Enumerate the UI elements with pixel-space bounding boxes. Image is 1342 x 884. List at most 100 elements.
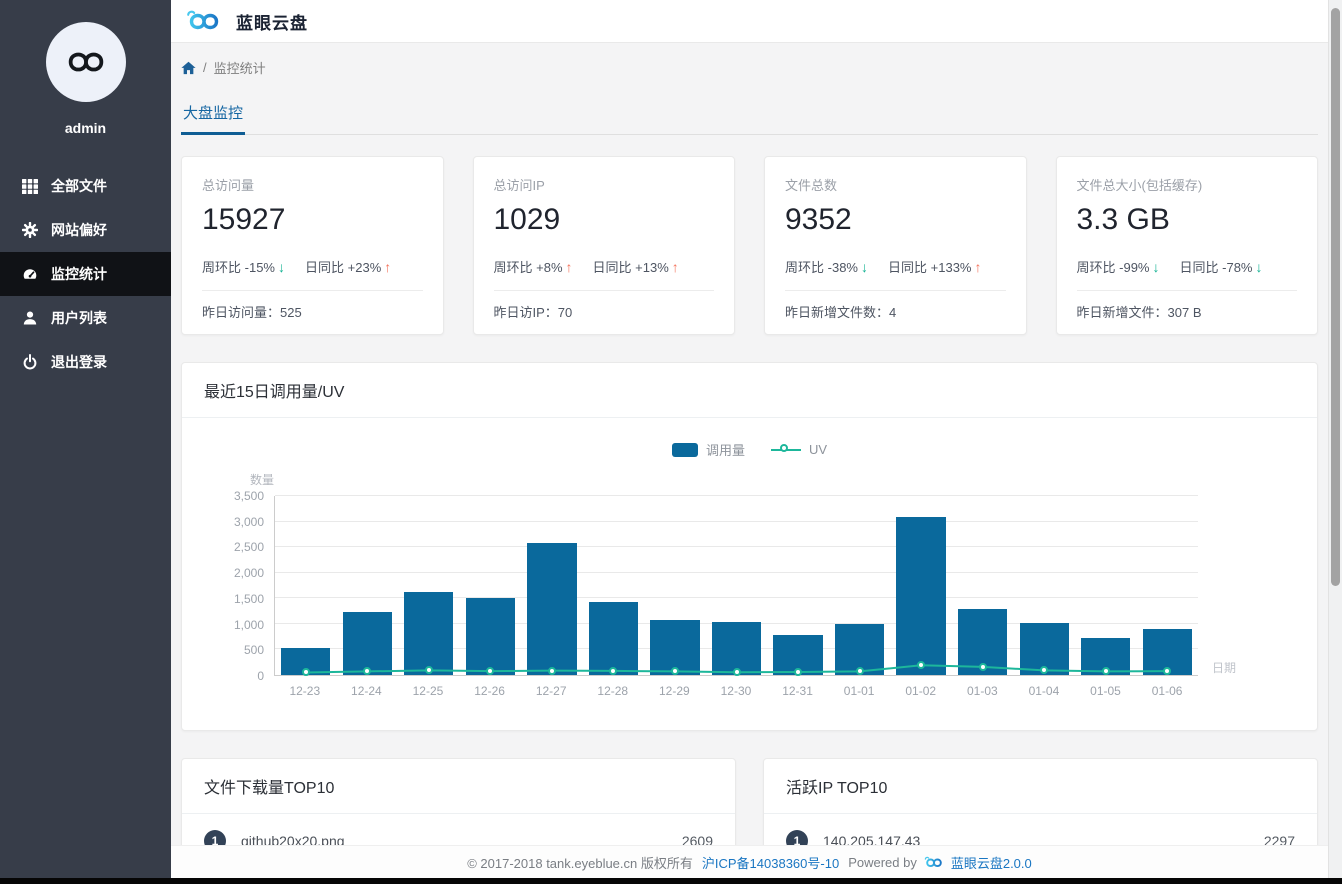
breadcrumb-separator: / bbox=[203, 60, 207, 75]
tabbar: 大盘监控 bbox=[181, 102, 1318, 135]
sidebar-item-label: 监控统计 bbox=[51, 266, 107, 282]
wow-trend: 周环比 -15% ↓ bbox=[202, 259, 285, 275]
vertical-scrollbar[interactable] bbox=[1328, 0, 1342, 878]
icp-link[interactable]: 沪ICP备14038360号-10 bbox=[701, 855, 840, 871]
legend-bar-series[interactable]: 调用量 bbox=[671, 440, 745, 459]
chart-plot bbox=[274, 495, 1198, 677]
window-bottom-edge bbox=[0, 878, 1342, 884]
x-tick: 01-05 bbox=[1090, 684, 1121, 698]
x-tick: 12-25 bbox=[412, 684, 444, 698]
x-tick: 12-24 bbox=[351, 684, 382, 698]
x-tick: 01-02 bbox=[905, 684, 937, 698]
trend-arrow-icon: ↑ bbox=[565, 259, 573, 275]
sidebar-item-user-list[interactable]: 用户列表 bbox=[0, 296, 171, 340]
product-link[interactable]: 蓝眼云盘2.0.0 bbox=[950, 855, 1032, 871]
chart-title: 最近15日调用量/UV bbox=[182, 363, 1317, 418]
uv-point bbox=[855, 667, 864, 676]
footer-logo-icon bbox=[924, 856, 942, 867]
dashboard-icon bbox=[22, 266, 38, 282]
uv-point bbox=[547, 666, 556, 675]
trend-arrow-icon: ↓ bbox=[1152, 259, 1160, 275]
trend-arrow-icon: ↑ bbox=[974, 259, 982, 275]
bar-12-30 bbox=[711, 621, 762, 675]
uv-point bbox=[301, 668, 310, 677]
power-icon bbox=[22, 354, 38, 370]
x-tick: 12-30 bbox=[720, 684, 752, 698]
page-footer: © 2017-2018 tank.eyeblue.cn 版权所有 沪ICP备14… bbox=[171, 845, 1328, 878]
x-tick: 12-31 bbox=[782, 684, 813, 698]
stat-footer: 昨日访问量：525 bbox=[202, 305, 302, 320]
trend-arrow-icon: ↓ bbox=[278, 259, 285, 275]
uv-point bbox=[424, 666, 433, 675]
x-tick: 01-03 bbox=[966, 684, 998, 698]
stat-footer: 昨日新增文件：307 B bbox=[1076, 305, 1202, 320]
uv-point bbox=[486, 667, 495, 676]
bar-12-29 bbox=[650, 620, 700, 675]
stat-label: 总访问量 bbox=[202, 178, 255, 193]
yoy-trend: 日同比 +13% ↑ bbox=[592, 259, 679, 275]
top-header: 蓝眼云盘 bbox=[171, 0, 1328, 43]
app-title: 蓝眼云盘 bbox=[236, 13, 308, 33]
divider bbox=[1076, 290, 1297, 291]
sidebar: admin 全部文件 bbox=[0, 0, 171, 878]
sidebar-item-label: 用户列表 bbox=[51, 310, 107, 326]
active-ips-title: 活跃IP TOP10 bbox=[764, 759, 1317, 814]
x-tick: 01-06 bbox=[1151, 684, 1183, 698]
x-axis-name: 日期 bbox=[1212, 661, 1237, 675]
stat-value: 1029 bbox=[493, 203, 561, 236]
chart-x-labels: 12-23 12-24 12-25 12-26 12-27 12-28 12-29 12-30… bbox=[274, 684, 1198, 698]
trend-arrow-icon: ↓ bbox=[861, 259, 868, 275]
stat-label: 总访问IP bbox=[493, 178, 545, 193]
stat-card-total-ips: 总访问IP 1029 周环比 +8% ↑ 日同比 +13% ↑ 昨日访IP：70 bbox=[472, 156, 735, 335]
avatar[interactable] bbox=[45, 22, 126, 102]
sidebar-item-all-files[interactable]: 全部文件 bbox=[0, 164, 171, 208]
divider bbox=[493, 290, 714, 291]
wow-trend: 周环比 +8% ↑ bbox=[493, 259, 573, 275]
sidebar-menu: 全部文件 网站偏好 bbox=[0, 164, 171, 384]
chart-panel: 最近15日调用量/UV 调用量 UV 数量 0 500 1,000 1,500 2,00… bbox=[181, 362, 1318, 731]
legend-line-series[interactable]: UV bbox=[770, 442, 827, 457]
breadcrumb-current: 监控统计 bbox=[213, 61, 266, 76]
stat-value: 15927 bbox=[202, 203, 286, 236]
stat-footer: 昨日新增文件数：4 bbox=[785, 305, 897, 320]
sidebar-item-logout[interactable]: 退出登录 bbox=[0, 340, 171, 384]
grid-icon bbox=[22, 178, 38, 194]
sidebar-item-label: 退出登录 bbox=[51, 354, 107, 370]
uv-point bbox=[1163, 667, 1172, 676]
uv-line-chart bbox=[275, 496, 1198, 675]
uv-point bbox=[794, 667, 803, 676]
trend-arrow-icon: ↓ bbox=[1255, 259, 1263, 275]
uv-point bbox=[978, 662, 987, 671]
powered-by-text: Powered by bbox=[848, 854, 917, 870]
tab-dashboard-monitor[interactable]: 大盘监控 bbox=[181, 102, 246, 135]
stat-value: 9352 bbox=[785, 203, 852, 236]
uv-point bbox=[1101, 667, 1110, 676]
copyright-text: © 2017-2018 tank.eyeblue.cn 版权所有 bbox=[467, 855, 693, 871]
scrollbar-thumb[interactable] bbox=[1331, 8, 1340, 586]
stat-label: 文件总数 bbox=[785, 178, 838, 193]
x-tick: 12-28 bbox=[597, 684, 629, 698]
trend-arrow-icon: ↑ bbox=[671, 259, 679, 275]
sidebar-item-label: 全部文件 bbox=[51, 178, 107, 194]
bar-01-01 bbox=[834, 623, 885, 675]
user-icon bbox=[22, 310, 38, 326]
line-swatch-icon bbox=[770, 443, 801, 456]
sidebar-item-label: 网站偏好 bbox=[51, 222, 107, 238]
bar-12-28 bbox=[588, 601, 639, 675]
breadcrumb: / 监控统计 bbox=[181, 58, 1318, 77]
x-tick: 01-04 bbox=[1028, 684, 1060, 698]
chart-y-labels: 0 500 1,000 1,500 2,000 2,500 3,000 3,500 bbox=[233, 489, 264, 683]
yoy-trend: 日同比 +133% ↑ bbox=[888, 259, 982, 275]
home-icon[interactable] bbox=[181, 61, 196, 75]
yoy-trend: 日同比 -78% ↓ bbox=[1179, 259, 1263, 275]
x-tick: 12-26 bbox=[474, 684, 505, 698]
bar-01-02 bbox=[896, 516, 946, 675]
bar-12-24 bbox=[342, 611, 392, 675]
uv-point bbox=[363, 667, 372, 676]
sidebar-item-site-preferences[interactable]: 网站偏好 bbox=[0, 208, 171, 252]
stat-value: 3.3 GB bbox=[1076, 203, 1170, 236]
top-downloads-title: 文件下载量TOP10 bbox=[182, 759, 735, 814]
x-tick: 12-29 bbox=[659, 684, 690, 698]
wow-trend: 周环比 -99% ↓ bbox=[1076, 259, 1160, 275]
sidebar-item-monitor-stats[interactable]: 监控统计 bbox=[0, 252, 171, 296]
